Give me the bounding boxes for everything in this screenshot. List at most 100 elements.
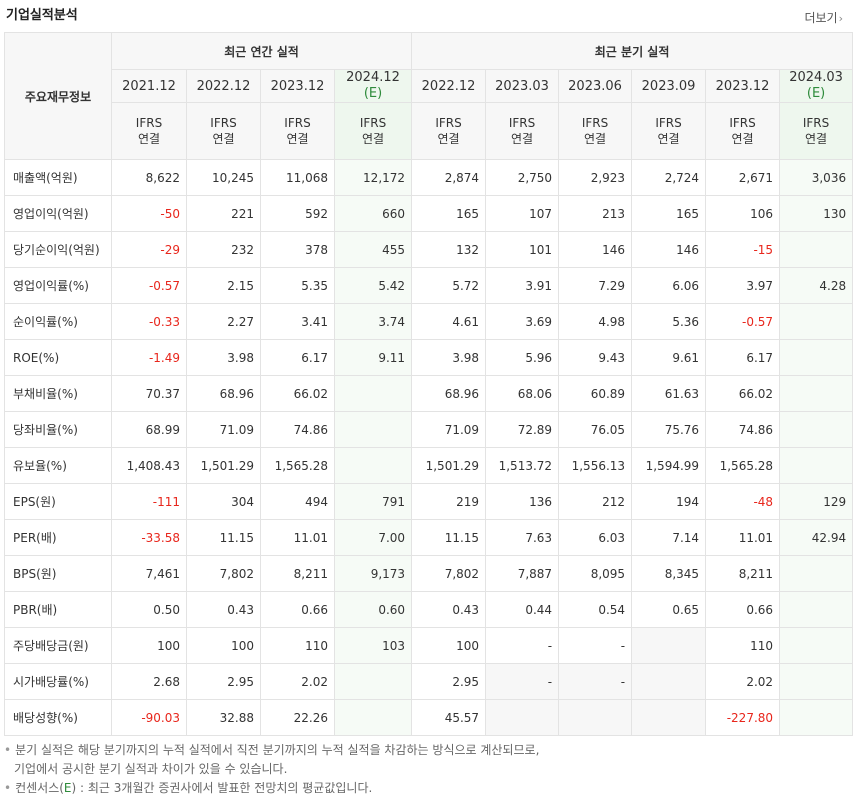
value-cell: 136 — [485, 483, 560, 520]
value-cell: 165 — [411, 195, 487, 232]
column-date: 2023.03 — [485, 69, 560, 103]
value-cell: 5.42 — [333, 267, 413, 304]
value-cell: 3.91 — [485, 267, 560, 304]
value-cell: 61.63 — [631, 375, 707, 412]
value-cell: 7.00 — [333, 519, 413, 556]
value-cell — [631, 627, 707, 664]
value-cell: 68.96 — [411, 375, 487, 412]
column-date: 2022.12 — [411, 69, 487, 103]
value-cell: 1,565.28 — [260, 447, 335, 484]
value-cell: 5.35 — [260, 267, 335, 304]
value-cell — [779, 447, 853, 484]
value-cell: 130 — [779, 195, 853, 232]
value-cell: 42.94 — [779, 519, 853, 556]
column-accounting-standard: IFRS 연결 — [705, 102, 781, 160]
row-label: 매출액(억원) — [4, 159, 112, 196]
section-header: 기업실적분석 더보기› — [0, 0, 853, 30]
table-row: 당기순이익(억원) -29 232 378 455 132 101 146 146 -15 — [4, 231, 853, 268]
column-accounting-standard: IFRS 연결 — [111, 102, 187, 160]
value-cell: 100 — [411, 627, 487, 664]
value-cell: 1,556.13 — [558, 447, 633, 484]
value-cell: 1,594.99 — [631, 447, 707, 484]
value-cell: 8,095 — [558, 555, 633, 592]
value-cell: 70.37 — [111, 375, 187, 412]
annual-results-header: 최근 연간 실적 — [110, 32, 413, 70]
value-cell: 2.02 — [260, 663, 335, 700]
value-cell: -0.57 — [705, 303, 781, 340]
value-cell: 107 — [485, 195, 560, 232]
table-row: BPS(원) 7,461 7,802 8,211 9,173 7,802 7,887 8,09… — [4, 555, 853, 592]
value-cell — [779, 339, 853, 376]
value-cell — [333, 447, 413, 484]
value-cell: 11,068 — [260, 159, 335, 196]
table-header: 주요재무정보 최근 연간 실적 최근 분기 실적 2021.12 2022.12 2023… — [4, 32, 853, 160]
value-cell: 8,622 — [111, 159, 187, 196]
value-cell: 71.09 — [411, 411, 487, 448]
value-cell — [779, 375, 853, 412]
table-row: 배당성향(%) -90.03 32.88 22.26 45.57 -227.80 — [4, 699, 853, 736]
more-link[interactable]: 더보기› — [804, 9, 843, 26]
quarterly-results-header: 최근 분기 실적 — [411, 32, 853, 70]
value-cell: 7.29 — [558, 267, 633, 304]
row-label: 배당성향(%) — [4, 699, 112, 736]
value-cell: 103 — [333, 627, 413, 664]
column-date: 2024.12 (E) — [333, 69, 413, 103]
value-cell: 2.02 — [705, 663, 781, 700]
value-cell: 2,874 — [411, 159, 487, 196]
value-cell: - — [485, 663, 560, 700]
column-accounting-standard: IFRS 연결 — [260, 102, 335, 160]
value-cell — [333, 663, 413, 700]
value-cell: 0.65 — [631, 591, 707, 628]
value-cell: 0.43 — [411, 591, 487, 628]
value-cell: 219 — [411, 483, 487, 520]
value-cell: 12,172 — [333, 159, 413, 196]
row-label: 주당배당금(원) — [4, 627, 112, 664]
value-cell: 106 — [705, 195, 781, 232]
value-cell: 660 — [333, 195, 413, 232]
value-cell: 10,245 — [186, 159, 261, 196]
value-cell: 3.69 — [485, 303, 560, 340]
value-cell: 791 — [333, 483, 413, 520]
value-cell — [779, 411, 853, 448]
value-cell: -90.03 — [111, 699, 187, 736]
more-label: 더보기 — [804, 11, 838, 25]
value-cell: - — [558, 627, 633, 664]
value-cell: 1,501.29 — [411, 447, 487, 484]
column-accounting-standard: IFRS 연결 — [485, 102, 560, 160]
row-label: 시가배당률(%) — [4, 663, 112, 700]
value-cell: 7,887 — [485, 555, 560, 592]
estimate-mark: (E) — [806, 86, 826, 101]
value-cell: 6.17 — [260, 339, 335, 376]
value-cell: 2.95 — [186, 663, 261, 700]
column-date: 2023.12 — [260, 69, 335, 103]
value-cell: 7,802 — [186, 555, 261, 592]
value-cell: 66.02 — [260, 375, 335, 412]
column-date: 2022.12 — [186, 69, 261, 103]
table-row: 유보율(%) 1,408.43 1,501.29 1,565.28 1,501.29 1,… — [4, 447, 853, 484]
value-cell — [779, 627, 853, 664]
value-cell: -29 — [111, 231, 187, 268]
footnote-1: • 분기 실적은 해당 분기까지의 누적 실적에서 직전 분기까지의 누적 실적을… — [4, 743, 540, 757]
value-cell: 194 — [631, 483, 707, 520]
table-row: 순이익률(%) -0.33 2.27 3.41 3.74 4.61 3.69 4.98 5.36… — [4, 303, 853, 340]
value-cell: 2,923 — [558, 159, 633, 196]
value-cell — [631, 663, 707, 700]
value-cell: -15 — [705, 231, 781, 268]
row-label: 유보율(%) — [4, 447, 112, 484]
column-accounting-standard: IFRS 연결 — [333, 102, 413, 160]
value-cell: 0.54 — [558, 591, 633, 628]
value-cell: -111 — [111, 483, 187, 520]
value-cell — [631, 699, 707, 736]
value-cell: 1,501.29 — [186, 447, 261, 484]
value-cell: 8,211 — [705, 555, 781, 592]
value-cell: 74.86 — [705, 411, 781, 448]
column-date: 2023.09 — [631, 69, 707, 103]
value-cell: 101 — [485, 231, 560, 268]
value-cell — [779, 663, 853, 700]
value-cell: 8,211 — [260, 555, 335, 592]
value-cell: -50 — [111, 195, 187, 232]
row-label: BPS(원) — [4, 555, 112, 592]
value-cell: 8,345 — [631, 555, 707, 592]
value-cell: 592 — [260, 195, 335, 232]
value-cell: -1.49 — [111, 339, 187, 376]
